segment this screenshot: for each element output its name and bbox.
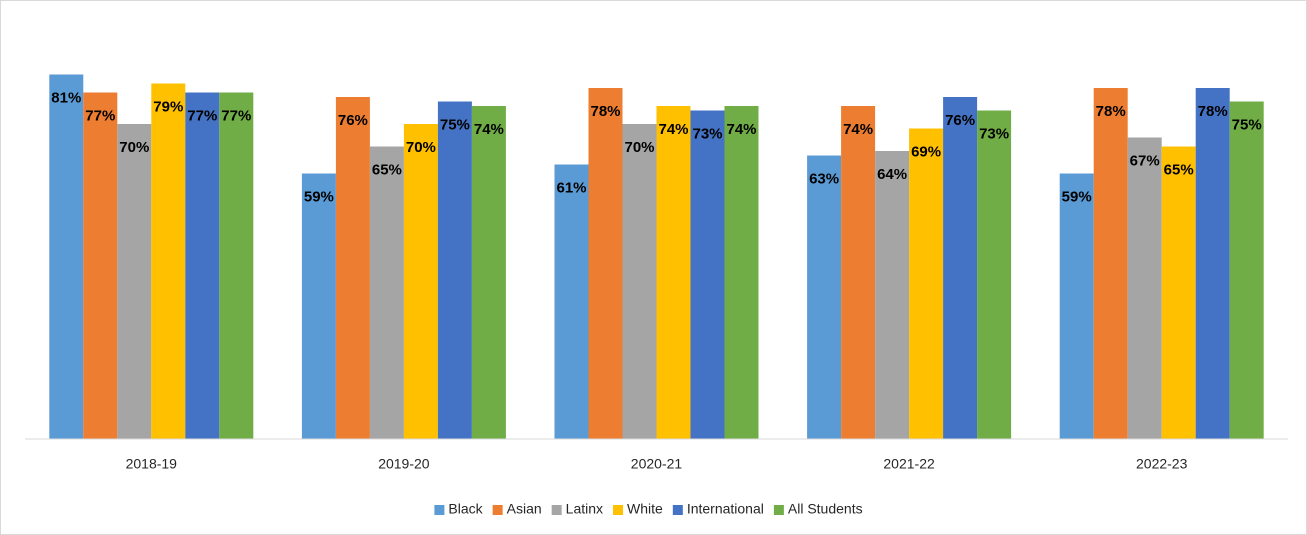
value-label: 70% (406, 139, 436, 156)
legend-label: Latinx (566, 501, 603, 517)
x-tick-label: 2022-23 (1136, 456, 1188, 472)
value-label: 59% (304, 188, 334, 205)
bar (1229, 101, 1264, 439)
bar (335, 97, 370, 439)
legend-swatch (613, 505, 624, 515)
bar (437, 101, 472, 439)
bar (1059, 173, 1094, 439)
value-label: 78% (1096, 103, 1126, 120)
legend-label: Asian (507, 501, 542, 517)
value-label: 74% (726, 121, 756, 138)
value-label: 67% (1130, 152, 1160, 169)
bar (1195, 88, 1230, 439)
bar (807, 155, 842, 439)
value-label: 65% (372, 161, 402, 178)
value-label: 70% (624, 139, 654, 156)
x-tick-label: 2018-19 (126, 456, 178, 472)
value-label: 61% (556, 179, 586, 196)
value-label: 78% (590, 103, 620, 120)
value-label: 74% (658, 121, 688, 138)
bar (724, 106, 759, 439)
bar (49, 74, 84, 439)
value-label: 81% (51, 89, 81, 106)
value-label: 76% (338, 112, 368, 129)
legend-swatch (434, 505, 445, 515)
legend-swatch (672, 505, 683, 515)
bar (471, 106, 506, 439)
value-label: 77% (85, 107, 115, 124)
value-label: 75% (440, 116, 470, 133)
bar (588, 88, 623, 439)
bar (622, 124, 657, 439)
bar (403, 124, 438, 439)
legend-label: All Students (788, 501, 863, 517)
bar (151, 83, 186, 439)
value-label: 75% (1232, 116, 1262, 133)
value-label: 79% (153, 98, 183, 115)
bar (219, 92, 254, 439)
legend-label: White (627, 501, 663, 517)
x-tick-label: 2019-20 (378, 456, 430, 472)
bar (117, 124, 152, 439)
bar (909, 128, 944, 439)
value-label: 77% (187, 107, 217, 124)
bar (1127, 137, 1162, 439)
bar (1161, 146, 1196, 439)
legend-label: International (687, 501, 764, 517)
value-label: 74% (474, 121, 504, 138)
x-tick-label: 2021-22 (883, 456, 935, 472)
value-label: 76% (945, 112, 975, 129)
value-label: 78% (1198, 103, 1228, 120)
x-tick-label: 2020-21 (631, 456, 683, 472)
value-label: 59% (1062, 188, 1092, 205)
value-label: 74% (843, 121, 873, 138)
value-label: 65% (1164, 161, 1194, 178)
value-label: 77% (221, 107, 251, 124)
value-label: 64% (877, 166, 907, 183)
bar (841, 106, 876, 439)
bar (554, 164, 589, 439)
bar (977, 110, 1012, 439)
legend-label: Black (448, 501, 483, 517)
bar (690, 110, 725, 439)
bar (185, 92, 220, 439)
bar (943, 97, 978, 439)
legend-swatch (492, 505, 503, 515)
bar (301, 173, 336, 439)
bar (83, 92, 118, 439)
value-label: 73% (692, 125, 722, 142)
bar (369, 146, 404, 439)
bar (875, 151, 910, 439)
value-label: 69% (911, 143, 941, 160)
bar (1093, 88, 1128, 439)
value-label: 70% (119, 139, 149, 156)
value-label: 73% (979, 125, 1009, 142)
value-label: 63% (809, 170, 839, 187)
legend-swatch (551, 505, 562, 515)
legend-swatch (773, 505, 784, 515)
bar (656, 106, 691, 439)
